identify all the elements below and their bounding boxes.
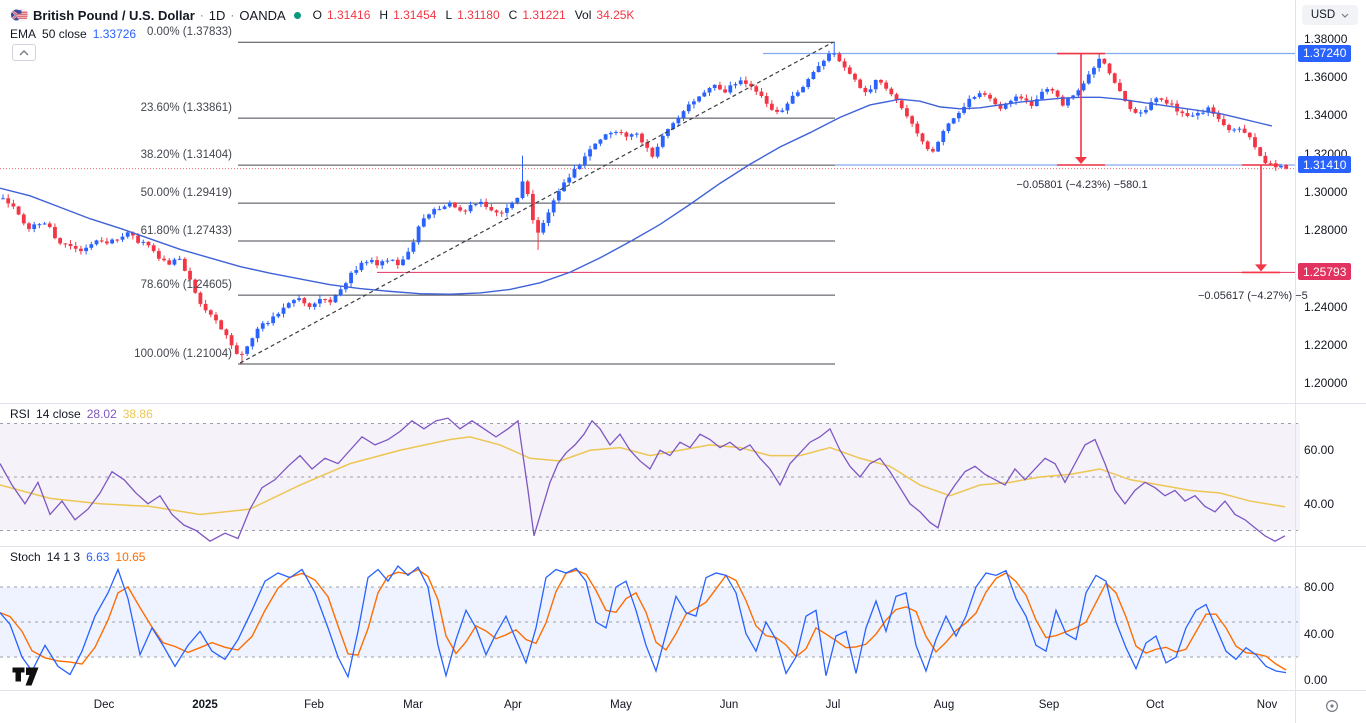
time-axis-label[interactable]: 2025 xyxy=(192,699,218,711)
symbol-title[interactable]: British Pound / U.S. Dollar xyxy=(33,7,195,23)
stoch-d-value: 10.65 xyxy=(115,550,146,564)
rsi-legend: RSI 14 close 28.02 38.86 xyxy=(10,407,153,421)
time-axis-label[interactable]: Sep xyxy=(1038,699,1060,711)
time-axis-label[interactable]: Nov xyxy=(1256,699,1278,711)
time-axis-label[interactable]: May xyxy=(610,699,632,711)
price-axis-tick[interactable]: 1.30000 xyxy=(1304,184,1348,199)
ohlc-low-value: 1.31180 xyxy=(457,8,500,22)
time-axis-label[interactable]: Dec xyxy=(93,699,115,711)
volume-label: Vol xyxy=(574,8,592,22)
market-status-dot xyxy=(293,11,301,19)
rsi-axis-tick[interactable]: 60.00 xyxy=(1304,443,1335,458)
stoch-legend: Stoch 14 1 3 6.63 10.65 xyxy=(10,550,145,564)
ohlc-close-value: 1.31221 xyxy=(522,8,566,22)
stoch-axis-tick[interactable]: 80.00 xyxy=(1304,580,1335,594)
stoch-axis-tick[interactable]: 40.00 xyxy=(1304,626,1335,641)
separator-dot: · xyxy=(230,8,235,22)
fib-level-label: 61.80% (1.27433) xyxy=(140,225,232,238)
rsi-axis-tick[interactable]: 40.00 xyxy=(1304,496,1335,511)
fib-level-label: 100.00% (1.21004) xyxy=(134,347,232,360)
currency-label: USD xyxy=(1310,9,1336,21)
rsi-value: 28.02 xyxy=(86,407,117,421)
tradingview-logo[interactable] xyxy=(12,667,39,691)
stoch-params: 14 1 3 xyxy=(46,550,81,564)
fib-level-label: 23.60% (1.33861) xyxy=(140,102,232,115)
time-axis-label[interactable]: Apr xyxy=(504,699,522,711)
volume-value: 34.25K xyxy=(596,8,635,22)
rsi-pane[interactable] xyxy=(0,403,1366,546)
price-axis-tick[interactable]: 1.34000 xyxy=(1304,108,1348,123)
time-axis-label[interactable]: Feb xyxy=(304,699,324,711)
measure-annotation: −0.05617 (−4.27%) −5 xyxy=(1198,290,1308,302)
pane-separator[interactable] xyxy=(0,546,1366,547)
separator-dot: · xyxy=(199,8,204,22)
stoch-axis-tick[interactable]: 0.00 xyxy=(1304,673,1328,688)
chevron-down-icon xyxy=(1341,13,1349,18)
time-axis-label[interactable]: Oct xyxy=(1146,699,1164,711)
ohlc-open-value: 1.31416 xyxy=(327,8,371,22)
fib-level-label: 78.60% (1.24605) xyxy=(140,279,232,292)
price-axis-tick[interactable]: 1.28000 xyxy=(1304,223,1348,238)
time-axis[interactable] xyxy=(0,691,1366,723)
price-axis-tick[interactable]: 1.20000 xyxy=(1304,376,1348,391)
exchange-label[interactable]: OANDA xyxy=(239,7,286,23)
ema-params: 50 close xyxy=(42,27,87,41)
time-axis-label[interactable]: Jun xyxy=(719,699,739,711)
interval-label[interactable]: 1D xyxy=(208,7,226,23)
ohlc-low-label: L xyxy=(445,8,453,22)
price-badge: 1.31410 xyxy=(1298,156,1352,173)
measure-annotation: −0.05801 (−4.23%) −580.1 xyxy=(1016,179,1148,191)
rsi-name[interactable]: RSI xyxy=(10,407,31,421)
main-price-pane[interactable] xyxy=(0,0,1366,403)
price-axis-tick[interactable]: 1.22000 xyxy=(1304,337,1348,352)
ema-name[interactable]: EMA xyxy=(10,27,37,41)
pane-separator[interactable] xyxy=(0,403,1366,404)
stoch-name[interactable]: Stoch xyxy=(10,550,41,564)
stoch-k-value: 6.63 xyxy=(86,550,110,564)
ohlc-high-value: 1.31454 xyxy=(393,8,437,22)
rsi-params: 14 close xyxy=(36,407,81,421)
pane-collapse-button[interactable] xyxy=(12,44,36,61)
ohlc-high-label: H xyxy=(379,8,389,22)
chevron-up-icon xyxy=(19,49,29,56)
symbol-icon xyxy=(10,7,28,23)
symbol-legend: British Pound / U.S. Dollar · 1D · OANDA… xyxy=(10,7,634,23)
currency-selector[interactable]: USD xyxy=(1302,5,1358,25)
fib-level-label: 50.00% (1.29419) xyxy=(140,187,232,200)
price-axis-tick[interactable]: 1.38000 xyxy=(1304,32,1348,46)
price-badge: 1.37240 xyxy=(1298,44,1352,62)
rsi-ma-value: 38.86 xyxy=(122,407,153,421)
price-badge: 1.25793 xyxy=(1298,263,1352,281)
price-axis-separator xyxy=(1295,0,1296,723)
time-axis-label[interactable]: Aug xyxy=(933,699,955,711)
time-axis-label[interactable]: Mar xyxy=(403,699,423,711)
fib-level-label: 38.20% (1.31404) xyxy=(140,149,232,162)
time-axis-label[interactable]: Jul xyxy=(825,699,841,711)
ohlc-close-label: C xyxy=(508,8,518,22)
price-axis-tick[interactable]: 1.24000 xyxy=(1304,299,1348,314)
time-axis-separator xyxy=(0,690,1366,691)
fib-level-label: 0.00% (1.37833) xyxy=(146,26,232,39)
ohlc-open-label: O xyxy=(312,8,322,22)
price-axis-tick[interactable]: 1.36000 xyxy=(1304,70,1348,85)
ema-legend: EMA 50 close 1.33726 xyxy=(10,27,136,41)
stoch-pane[interactable] xyxy=(0,546,1366,690)
clock-icon[interactable] xyxy=(1325,699,1339,718)
ema-value: 1.33726 xyxy=(92,27,137,41)
